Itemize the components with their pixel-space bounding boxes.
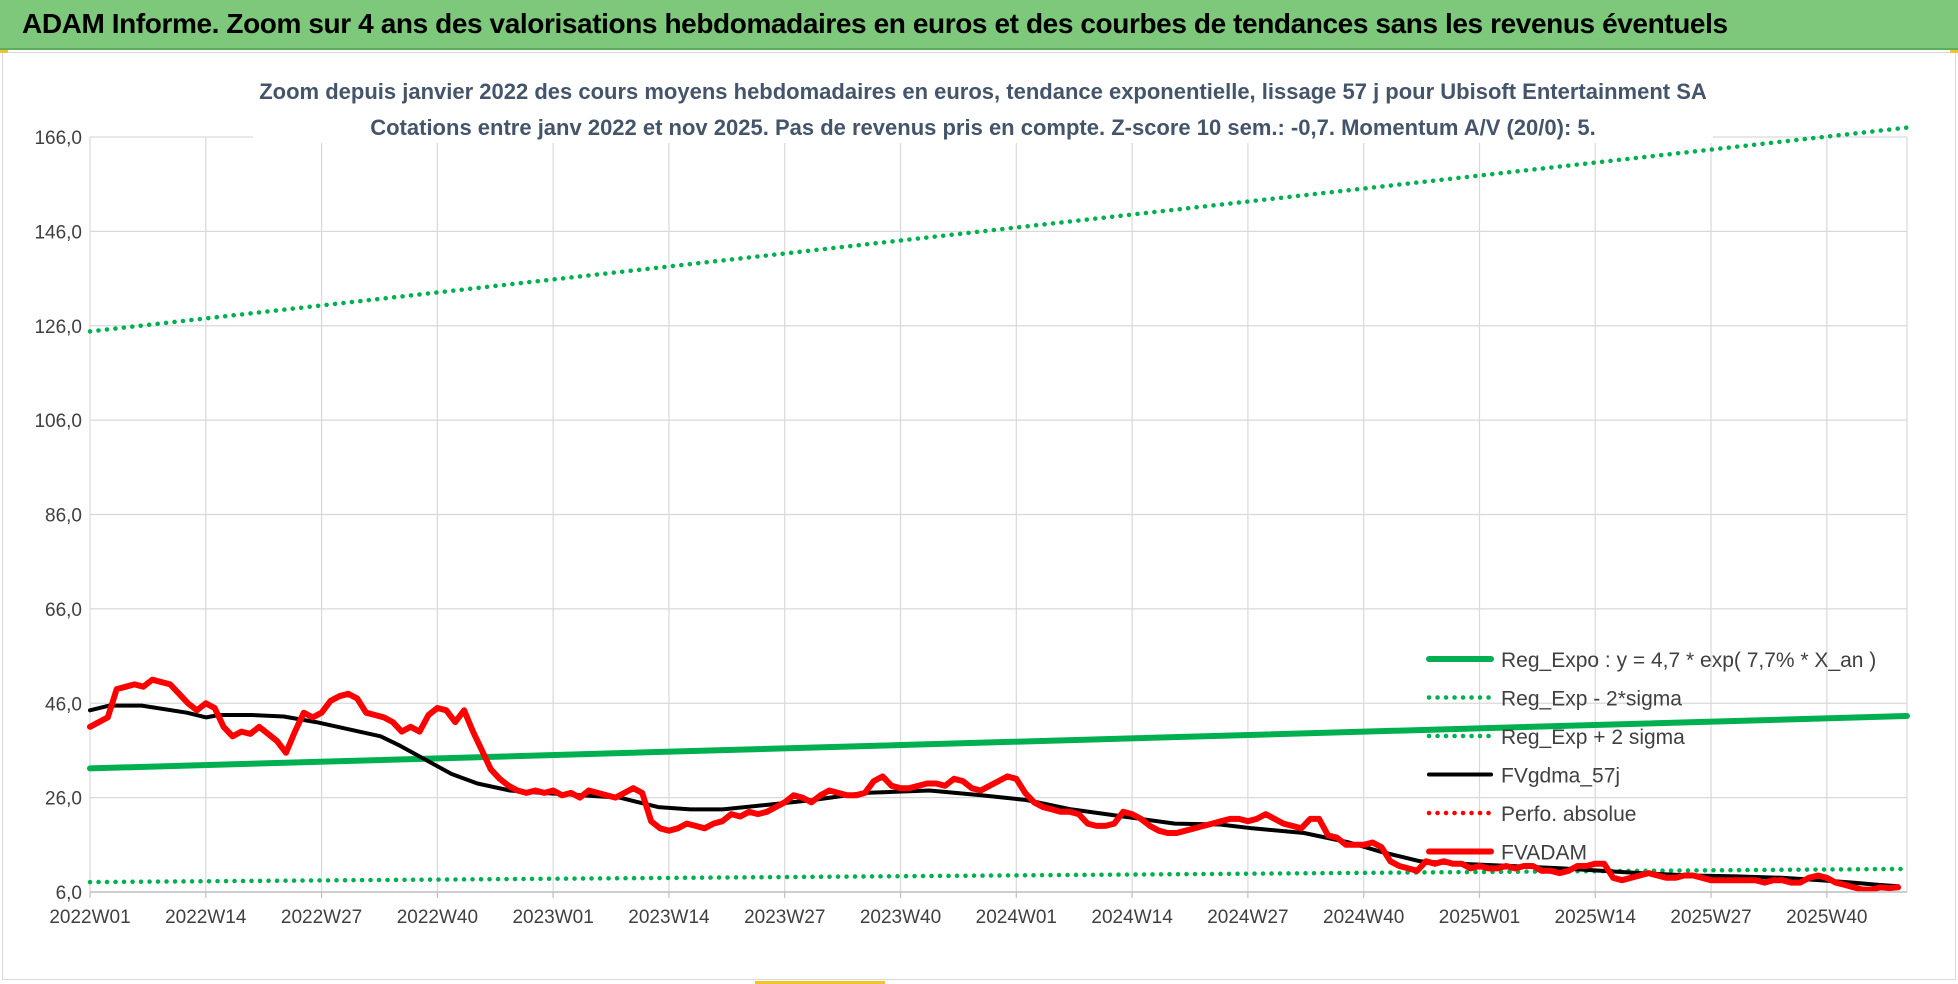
legend-label: Perfo. absolue <box>1501 803 1636 826</box>
x-tick-label: 2025W40 <box>1786 907 1867 928</box>
y-tick-label: 166,0 <box>34 128 82 149</box>
x-tick-label: 2025W14 <box>1555 907 1637 928</box>
chart-title-line2: Cotations entre janv 2022 et nov 2025. P… <box>370 115 1596 140</box>
reg-expo-line <box>87 713 1910 772</box>
y-tick-label: 26,0 <box>45 789 82 810</box>
x-tick-label: 2022W01 <box>49 907 130 928</box>
x-tick-label: 2024W01 <box>976 907 1057 928</box>
x-tick-label: 2022W14 <box>165 907 247 928</box>
title-background <box>253 71 1713 143</box>
gridlines <box>89 136 1908 893</box>
y-tick-label: 126,0 <box>34 317 82 338</box>
legend: Reg_Expo : y = 4,7 * exp( 7,7% * X_an ) R… <box>1426 649 1876 865</box>
corner-mark-top-right <box>1950 50 1958 53</box>
y-tick-label: 6,0 <box>56 883 82 904</box>
y-tick-label: 86,0 <box>45 506 82 527</box>
chart-title-line1: Zoom depuis janvier 2022 des cours moyen… <box>259 79 1707 104</box>
y-tick-label: 106,0 <box>34 411 82 432</box>
legend-label: Reg_Expo : y = 4,7 * exp( 7,7% * X_an ) <box>1501 649 1876 672</box>
series-lines <box>87 125 1910 893</box>
x-tick-label: 2025W27 <box>1670 907 1751 928</box>
fvadam-line <box>87 676 1902 893</box>
x-tick-label: 2023W27 <box>744 907 825 928</box>
x-tick-label: 2023W14 <box>628 907 710 928</box>
x-tick-label: 2024W40 <box>1323 907 1404 928</box>
legend-label: Reg_Exp - 2*sigma <box>1501 688 1682 711</box>
corner-mark-bottom-center <box>755 981 885 984</box>
corner-mark-top-left <box>0 50 8 53</box>
reg-exp-plus-2sigma-line <box>87 125 1910 334</box>
x-tick-label: 2025W01 <box>1439 907 1520 928</box>
legend-label: FVgdma_57j <box>1501 765 1620 788</box>
x-tick-label: 2023W01 <box>512 907 593 928</box>
chart-area: Zoom depuis janvier 2022 des cours moyen… <box>2 52 1956 980</box>
legend-label: Reg_Exp + 2 sigma <box>1501 726 1685 749</box>
line-chart: Zoom depuis janvier 2022 des cours moyen… <box>34 71 1910 928</box>
x-tick-label: 2024W27 <box>1207 907 1288 928</box>
y-tick-label: 146,0 <box>34 222 82 243</box>
axes: 6,0 26,0 46,0 66,0 86,0 106,0 126,0 146,0 166,0 2… <box>34 128 1907 928</box>
x-tick-label: 2023W40 <box>860 907 941 928</box>
x-tick-label: 2022W40 <box>397 907 478 928</box>
y-tick-label: 46,0 <box>45 694 82 715</box>
x-tick-label: 2022W27 <box>281 907 362 928</box>
chart-title: Zoom depuis janvier 2022 des cours moyen… <box>253 71 1713 143</box>
header-title: ADAM Informe. Zoom sur 4 ans des valoris… <box>22 8 1728 39</box>
y-tick-label: 66,0 <box>45 600 82 621</box>
legend-label: FVADAM <box>1501 842 1587 865</box>
header-bar: ADAM Informe. Zoom sur 4 ans des valoris… <box>0 0 1958 50</box>
x-tick-label: 2024W14 <box>1091 907 1173 928</box>
